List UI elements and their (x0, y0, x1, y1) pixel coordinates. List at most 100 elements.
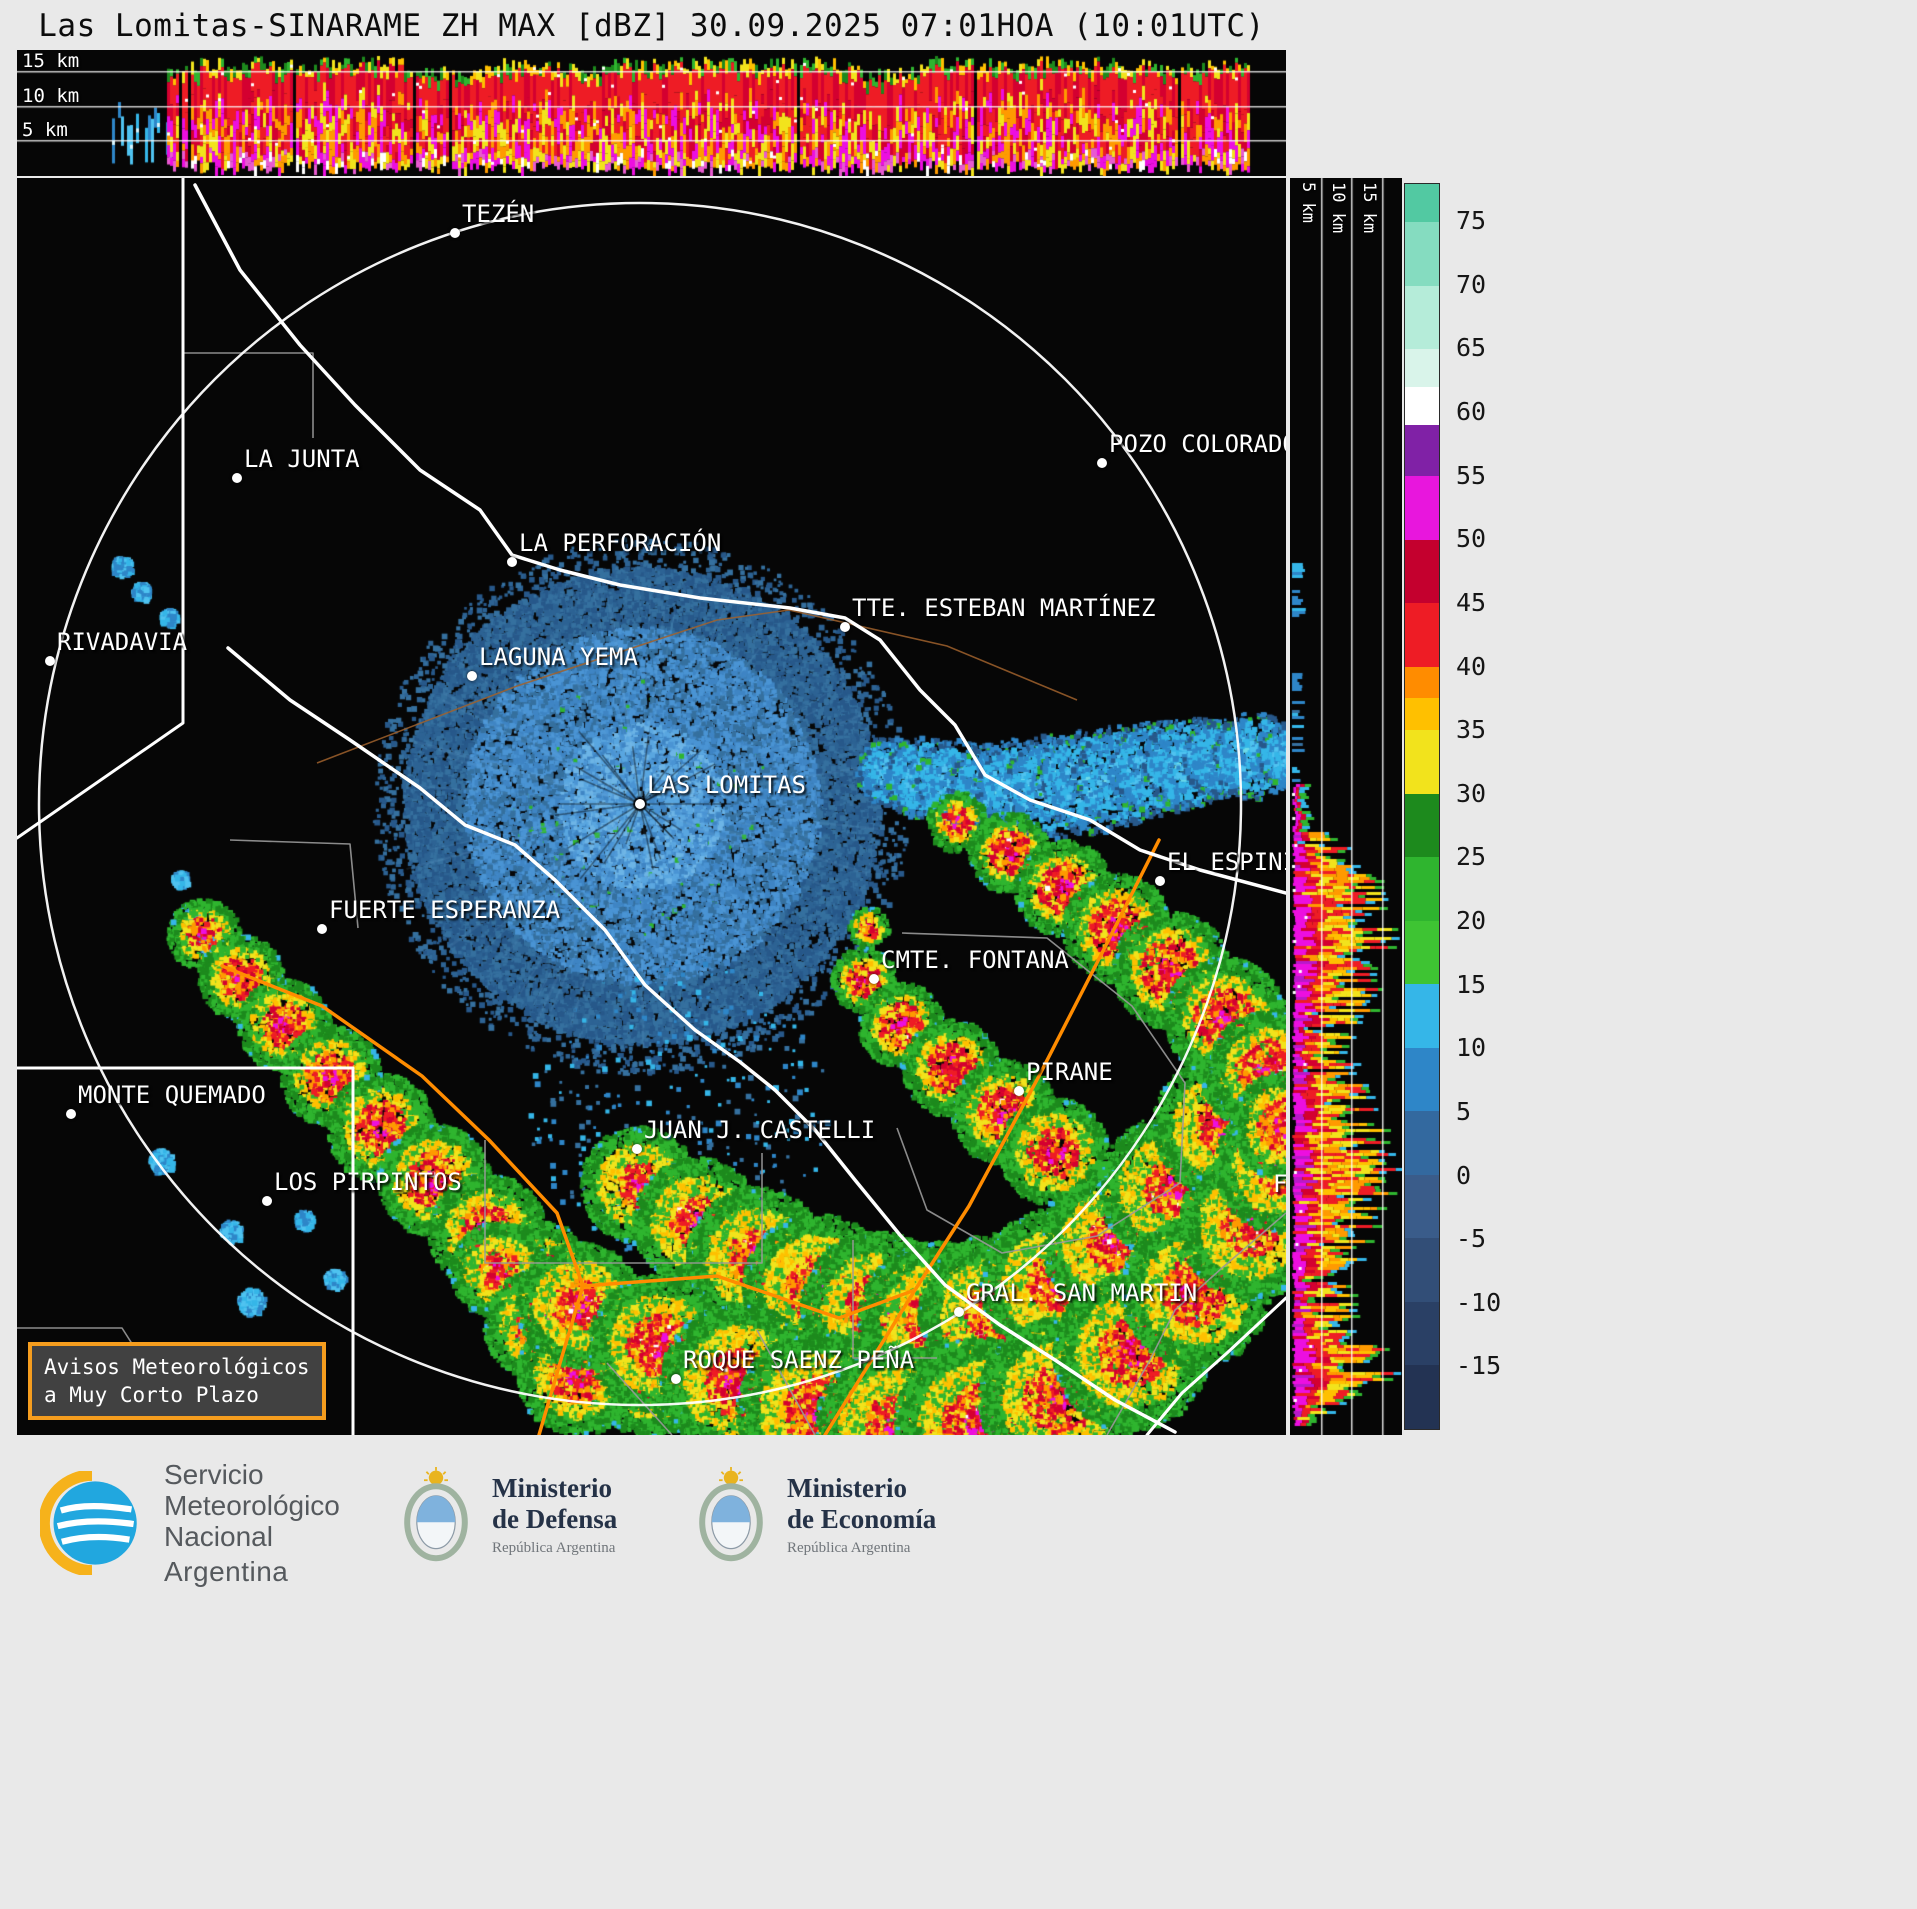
colorbar-segment (1405, 1111, 1439, 1175)
city-dot (66, 1109, 76, 1119)
colorbar-tick-label: -10 (1456, 1287, 1502, 1317)
city-label: GRAL. SAN MARTIN (966, 1279, 1198, 1307)
top-cross-section-panel: 15 km 10 km 5 km (17, 50, 1286, 176)
city-label-layer: TEZÉN LA JUNTA POZO COLORADO LA PERFORACIÓN… (17, 178, 1286, 1435)
smn-text: Servicio Meteorológico Nacional Argentin… (164, 1459, 340, 1587)
radar-range-circle (37, 201, 1243, 1407)
colorbar-tick-label: 25 (1456, 842, 1487, 872)
city-label: LA JUNTA (244, 445, 360, 473)
city-label: EL ESPINILLO (1167, 848, 1286, 876)
colorbar-tick-label: 35 (1456, 715, 1487, 745)
defensa-sub: República Argentina (492, 1540, 616, 1556)
city-label: MONTE QUEMADO (78, 1081, 266, 1109)
right-cross-section-canvas (1290, 178, 1402, 1435)
city-label: LOS PIRPINTOS (274, 1168, 462, 1196)
colorbar-tick-label: 75 (1456, 206, 1487, 236)
economia-text: Ministerio de Economía República Argenti… (787, 1473, 936, 1557)
defensa-line1: Ministerio (492, 1473, 612, 1503)
warning-polygon-lines (220, 838, 1161, 1435)
colorbar-segment (1405, 222, 1439, 286)
colorbar-segment (1405, 666, 1439, 699)
colorbar-tick-label: 65 (1456, 333, 1487, 363)
altitude-label-10km-right: 10 km (1328, 182, 1348, 234)
altitude-label-10km: 10 km (22, 85, 80, 107)
radar-map-panel: TEZÉN LA JUNTA POZO COLORADO LA PERFORACIÓN… (17, 178, 1286, 1435)
page-title: Las Lomitas-SINARAME ZH MAX [dBZ] 30.09.… (38, 8, 1265, 44)
altitude-label-15km: 15 km (22, 50, 80, 72)
colorbar-segment (1405, 857, 1439, 921)
economia-line2: de Economía (787, 1504, 937, 1534)
top-cross-section-canvas (17, 50, 1286, 176)
city-dot (635, 799, 645, 809)
colorbar-segment (1405, 698, 1439, 731)
city-label: TTE. ESTEBAN MARTÍNEZ (852, 594, 1156, 622)
city-label: FORMOSA (1273, 1170, 1286, 1198)
altitude-label-5km: 5 km (22, 119, 68, 141)
city-dot (1014, 1086, 1024, 1096)
colorbar-segment (1405, 984, 1439, 1048)
colorbar-tick-label: 5 (1456, 1096, 1472, 1126)
city-dot (632, 1144, 642, 1154)
colorbar-tick-label: 50 (1456, 524, 1487, 554)
colorbar-segment (1405, 1238, 1439, 1302)
city-dot (840, 622, 850, 632)
city-dot (262, 1196, 272, 1206)
colorbar-segment (1405, 793, 1439, 858)
colorbar-segment (1405, 1174, 1439, 1239)
warning-box-line1: Avisos Meteorológicos (44, 1355, 310, 1379)
warning-box: Avisos Meteorológicos a Muy Corto Plazo (28, 1342, 326, 1420)
footer: Servicio Meteorológico Nacional Argentin… (0, 1445, 1917, 1909)
city-dot (507, 557, 517, 567)
city-label: CMTE. FONTANA (881, 946, 1069, 974)
warning-box-line2: a Muy Corto Plazo (44, 1383, 259, 1407)
colorbar-segment (1405, 285, 1439, 350)
coat-of-arms-icon (699, 1467, 763, 1562)
route-line (316, 609, 1078, 764)
colorbar-segment (1405, 349, 1439, 388)
city-dot (45, 656, 55, 666)
city-dot (869, 974, 879, 984)
right-cross-section-panel: 5 km 10 km 15 km (1290, 178, 1402, 1435)
colorbar-segment (1405, 387, 1439, 426)
map-boundaries-overlay (17, 178, 1286, 1435)
colorbar-tick-label: 10 (1456, 1033, 1487, 1063)
city-dot (1097, 458, 1107, 468)
colorbar-tick-label: 20 (1456, 906, 1487, 936)
city-label: LAS LOMITAS (647, 771, 806, 799)
colorbar-segment (1405, 539, 1439, 604)
colorbar-tick-label: 45 (1456, 587, 1487, 617)
coat-of-arms-icon (404, 1467, 468, 1562)
economia-line1: Ministerio (787, 1473, 907, 1503)
defensa-text: Ministerio de Defensa República Argentin… (492, 1473, 617, 1557)
city-dot (450, 228, 460, 238)
colorbar-segment (1405, 476, 1439, 540)
city-dot (1155, 876, 1165, 886)
colorbar-tick-label: 55 (1456, 460, 1487, 490)
colorbar-tick-label: -15 (1456, 1351, 1502, 1381)
city-label: POZO COLORADO (1109, 430, 1286, 458)
economia-logo-group: Ministerio de Economía República Argenti… (695, 1467, 936, 1563)
colorbar-segment (1405, 1365, 1439, 1429)
colorbar-gradient (1404, 183, 1440, 1430)
department-boundaries (17, 352, 1286, 1435)
city-label: LA PERFORACIÓN (519, 529, 722, 557)
altitude-label-15km-right: 15 km (1359, 182, 1379, 234)
city-label: LAGUNA YEMA (479, 643, 638, 671)
city-label: FUERTE ESPERANZA (329, 896, 561, 924)
defensa-logo-group: Ministerio de Defensa República Argentin… (400, 1467, 617, 1563)
colorbar-segment (1405, 184, 1439, 223)
city-label: JUAN J. CASTELLI (644, 1116, 876, 1144)
smn-line3: Nacional (164, 1521, 273, 1552)
city-dot (232, 473, 242, 483)
smn-country: Argentina (164, 1556, 289, 1587)
city-dot (317, 924, 327, 934)
city-dot (671, 1374, 681, 1384)
city-label: RIVADAVIA (57, 628, 188, 656)
defensa-line2: de Defensa (492, 1504, 618, 1534)
colorbar-segment (1405, 603, 1439, 667)
colorbar-segment (1405, 1301, 1439, 1366)
colorbar-segment (1405, 1047, 1439, 1112)
colorbar-segment (1405, 730, 1439, 794)
city-label: PIRANE (1026, 1058, 1113, 1086)
